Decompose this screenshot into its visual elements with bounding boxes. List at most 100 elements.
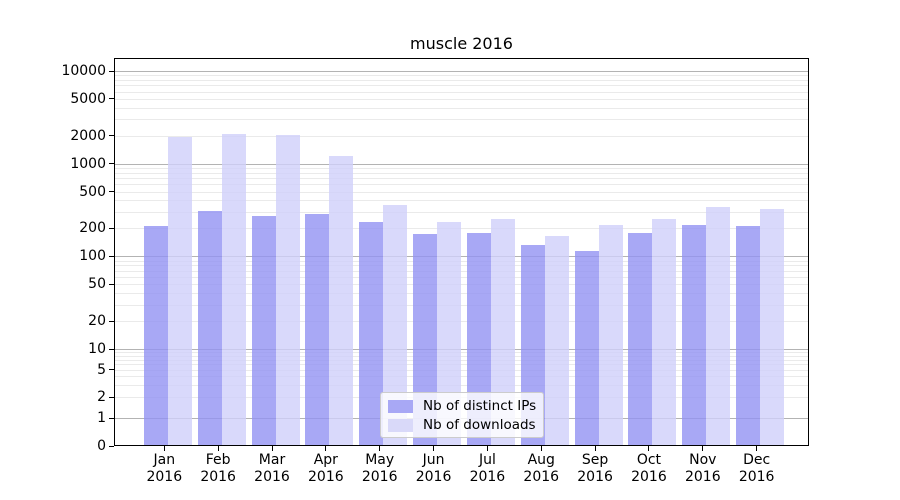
major-gridline — [115, 71, 808, 72]
minor-gridline — [115, 260, 808, 262]
bar-ips-sep — [574, 251, 599, 445]
minor-gridline — [115, 85, 808, 87]
y-tick-mark — [109, 445, 114, 447]
bar-ips-nov — [682, 225, 707, 445]
x-tick-mark — [594, 446, 596, 451]
major-gridline — [115, 349, 808, 350]
x-tick-label-jul: Jul 2016 — [469, 452, 506, 485]
x-tick-label-mar: Mar 2016 — [254, 452, 290, 485]
x-tick-mark — [540, 446, 542, 451]
x-tick-label-dec: Dec 2016 — [738, 452, 775, 485]
bar-ips-mar — [251, 215, 276, 445]
x-tick-mark — [702, 446, 704, 451]
y-tick-mark — [109, 417, 114, 419]
x-tick-label-jan: Jan 2016 — [146, 452, 183, 485]
minor-gridline — [115, 75, 808, 77]
major-gridline — [115, 163, 808, 165]
bar-downloads-feb — [221, 133, 246, 445]
bar-downloads-sep — [598, 224, 623, 445]
x-tick-label-sep: Sep 2016 — [577, 452, 613, 485]
x-tick-mark — [433, 446, 435, 451]
bar-downloads-dec — [760, 208, 785, 445]
minor-gridline — [115, 107, 808, 109]
y-tick-label: 100 — [79, 248, 106, 265]
bar-downloads-aug — [544, 235, 569, 445]
minor-gridline — [115, 200, 808, 202]
x-tick-mark — [271, 446, 273, 451]
bar-downloads-apr — [329, 155, 354, 445]
y-tick-mark — [109, 348, 114, 350]
major-gridline — [115, 256, 808, 258]
x-tick-mark — [217, 446, 219, 451]
y-tick-label: 5 — [97, 361, 106, 378]
y-tick-label: 20 — [88, 313, 106, 330]
minor-gridline — [115, 135, 808, 137]
y-tick-mark — [109, 163, 114, 165]
x-tick-label-may: May 2016 — [361, 452, 398, 485]
minor-gridline — [115, 385, 808, 387]
x-tick-mark — [163, 446, 165, 451]
minor-gridline — [115, 355, 808, 357]
x-tick-label-jun: Jun 2016 — [415, 452, 452, 485]
y-tick-mark — [109, 283, 114, 285]
legend: Nb of distinct IPs Nb of downloads — [380, 392, 544, 438]
minor-gridline — [115, 177, 808, 179]
minor-gridline — [115, 359, 808, 361]
x-tick-mark — [756, 446, 758, 451]
minor-gridline — [115, 270, 808, 272]
x-tick-label-feb: Feb 2016 — [200, 452, 236, 485]
y-tick-label: 2 — [97, 389, 106, 406]
minor-gridline — [115, 228, 808, 230]
bar-downloads-nov — [706, 206, 731, 445]
y-tick-label: 10000 — [61, 63, 106, 79]
y-tick-label: 50 — [88, 276, 106, 293]
plot-area — [114, 58, 809, 446]
legend-entry-downloads: Nb of downloads — [388, 417, 536, 433]
y-tick-label: 2000 — [70, 127, 106, 144]
minor-gridline — [115, 191, 808, 193]
minor-gridline — [115, 79, 808, 81]
y-tick-mark — [109, 320, 114, 322]
bar-ips-feb — [197, 211, 222, 445]
bar-ips-jan — [143, 226, 168, 445]
y-tick-label: 200 — [79, 220, 106, 237]
minor-gridline — [115, 364, 808, 366]
minor-gridline — [115, 98, 808, 100]
minor-gridline — [115, 265, 808, 267]
minor-gridline — [115, 304, 808, 306]
minor-gridline — [115, 352, 808, 354]
legend-swatch-ips-icon — [388, 399, 413, 413]
x-tick-mark — [379, 446, 381, 451]
x-tick-label-aug: Aug 2016 — [523, 452, 560, 485]
bar-ips-oct — [628, 233, 653, 445]
minor-gridline — [115, 369, 808, 371]
y-tick-label: 10 — [88, 341, 106, 357]
minor-gridline — [115, 284, 808, 286]
legend-swatch-downloads-icon — [388, 418, 413, 432]
y-tick-mark — [109, 98, 114, 100]
minor-gridline — [115, 91, 808, 93]
x-tick-label-apr: Apr 2016 — [308, 452, 344, 485]
bar-downloads-oct — [652, 218, 677, 445]
minor-gridline — [115, 212, 808, 214]
minor-gridline — [115, 167, 808, 169]
y-tick-label: 500 — [79, 183, 106, 200]
chart-title: muscle 2016 — [410, 34, 513, 53]
legend-label-downloads: Nb of downloads — [423, 417, 536, 433]
minor-gridline — [115, 119, 808, 121]
legend-entry-ips: Nb of distinct IPs — [388, 398, 537, 414]
minor-gridline — [115, 376, 808, 378]
legend-label-ips: Nb of distinct IPs — [423, 398, 537, 414]
y-tick-mark — [109, 191, 114, 192]
y-tick-label: 1000 — [70, 155, 106, 172]
y-tick-mark — [109, 135, 114, 137]
bar-ips-apr — [305, 214, 330, 445]
y-tick-mark — [109, 369, 114, 371]
y-tick-mark — [109, 396, 114, 398]
x-tick-label-oct: Oct 2016 — [631, 452, 667, 485]
y-tick-label: 0 — [97, 438, 106, 454]
x-tick-mark — [486, 446, 488, 451]
minor-gridline — [115, 172, 808, 174]
minor-gridline — [115, 276, 808, 278]
